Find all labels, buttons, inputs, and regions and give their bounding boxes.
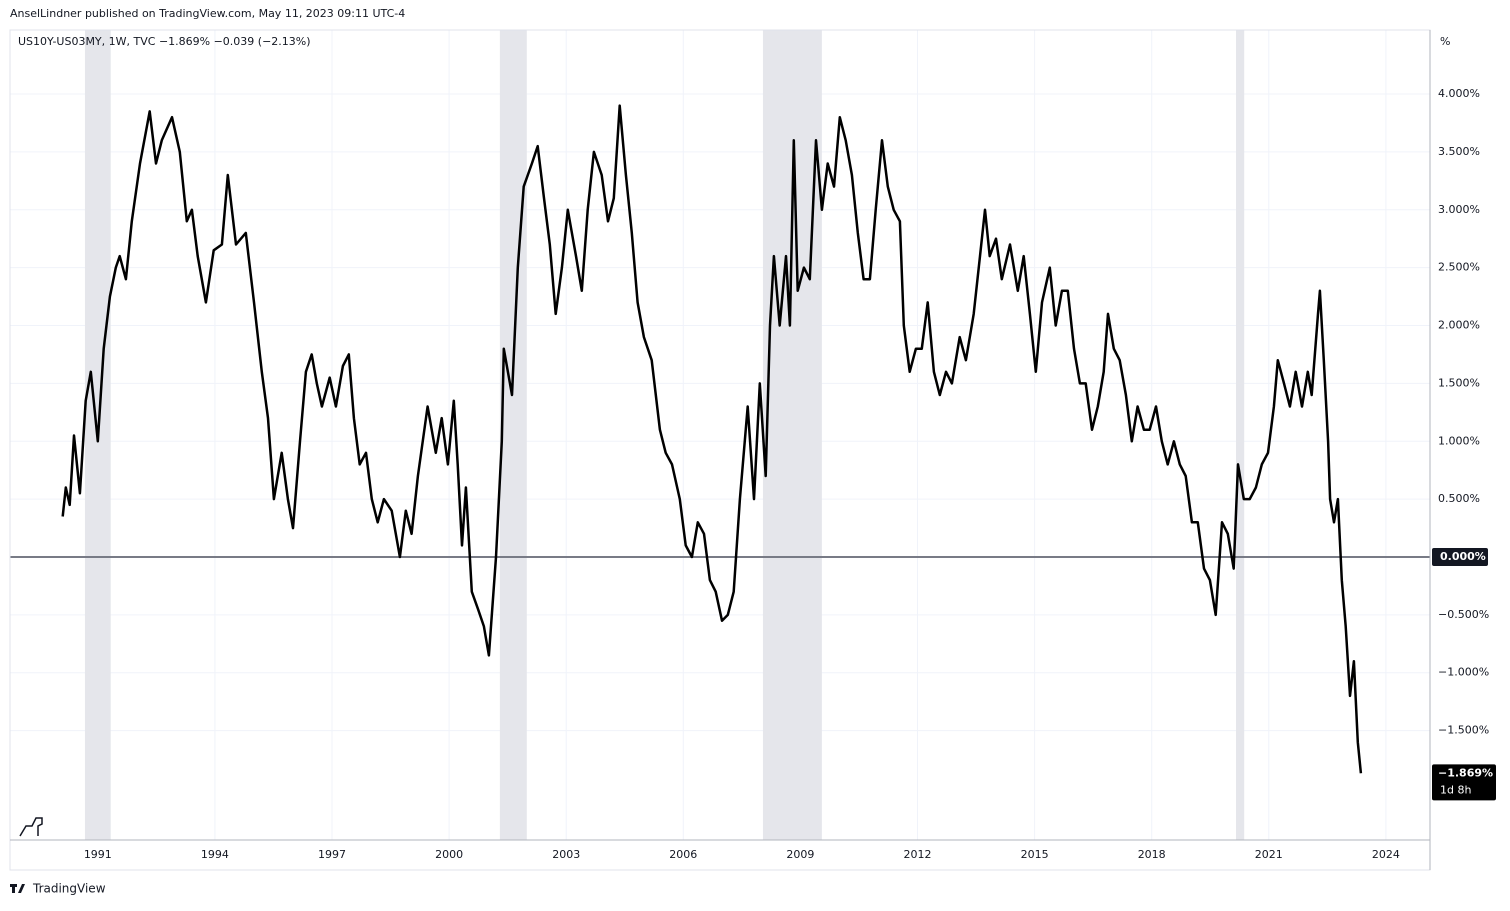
y-tick-label: 1.000% (1438, 434, 1480, 447)
footer: TradingView (32, 882, 106, 896)
y-tick-label: 1.500% (1438, 376, 1480, 389)
x-tick-label: 2000 (435, 848, 463, 861)
header: AnselLindner published on TradingView.co… (10, 7, 405, 20)
dino-icon (19, 817, 43, 837)
x-tick-label: 2021 (1255, 848, 1283, 861)
x-tick-label: 2015 (1021, 848, 1049, 861)
y-tick-label: 2.500% (1438, 261, 1480, 274)
plot-area (10, 30, 1430, 840)
zero-label: 0.000% (1440, 550, 1486, 563)
x-tick-label: 2003 (552, 848, 580, 861)
last-value-box (1432, 764, 1496, 801)
x-tick-label: 1997 (318, 848, 346, 861)
last-value-label: −1.869% (1438, 766, 1493, 779)
recession-band (499, 30, 527, 840)
logo (10, 884, 25, 893)
y-tick-label: 3.500% (1438, 145, 1480, 158)
chart-title: US10Y-US03MY, 1W, TVC −1.869% −0.039 (−2… (18, 35, 311, 48)
y-tick-label: −0.500% (1438, 608, 1489, 621)
countdown-label: 1d 8h (1440, 783, 1471, 796)
y-tick-label: 4.000% (1438, 87, 1480, 100)
x-tick-label: 2012 (904, 848, 932, 861)
x-tick-label: 1994 (201, 848, 229, 861)
zero-label-box (1432, 547, 1488, 566)
recession-band (1236, 30, 1245, 840)
x-tick-label: 2024 (1372, 848, 1400, 861)
y-tick-label: 3.000% (1438, 203, 1480, 216)
y-tick-label: −1.500% (1438, 724, 1489, 737)
y-tick-label: 0.500% (1438, 492, 1480, 505)
x-tick-label: 2009 (786, 848, 814, 861)
x-tick-label: 2006 (669, 848, 697, 861)
y-tick-label: 2.000% (1438, 319, 1480, 332)
series-line (61, 104, 1363, 774)
y-tick-label: −1.000% (1438, 666, 1489, 679)
x-tick-label: 2018 (1138, 848, 1166, 861)
x-tick-label: 1991 (84, 848, 112, 861)
y-unit: % (1440, 35, 1450, 48)
